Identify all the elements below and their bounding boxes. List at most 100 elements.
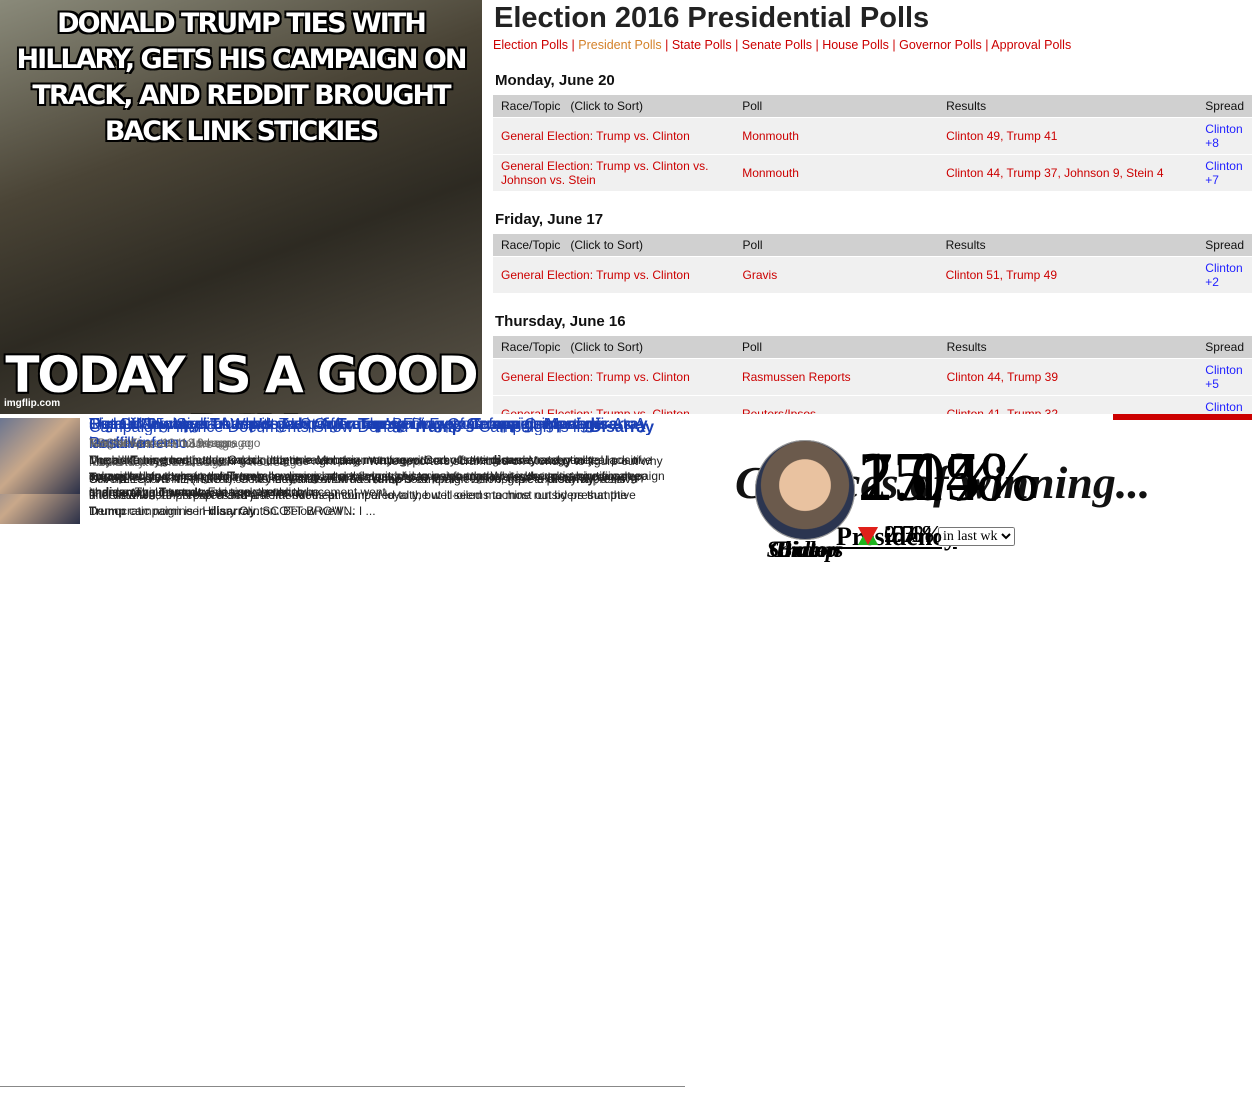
nav-link[interactable]: House Polls xyxy=(822,38,889,52)
text: Firing Of Campaign Manager As A Positive xyxy=(89,416,645,452)
cell[interactable]: Gravis xyxy=(734,256,938,293)
candidate-percent: 17.4% xyxy=(858,440,1039,516)
source: Mother Jones xyxy=(89,437,162,451)
cell[interactable]: General Election: Trump vs. Clinton vs. … xyxy=(493,154,735,191)
nav-link[interactable]: Senate Polls xyxy=(741,38,812,52)
bold-text: Trump's xyxy=(412,423,475,435)
column-header[interactable]: Race/Topic (Click to Sort) xyxy=(493,95,735,118)
cell[interactable]: Clinton +5 xyxy=(1197,358,1252,396)
news-source: Raw Story - 18 hours ago xyxy=(89,455,226,469)
day-heading: Monday, June 20 xyxy=(495,72,615,89)
column-header: Poll xyxy=(733,336,939,359)
time: 18 hours ago xyxy=(155,455,226,469)
column-header[interactable]: Race/Topic (Click to Sort) xyxy=(493,234,735,257)
text: godawful campaign has gone from dumpster… xyxy=(89,416,637,452)
news-snippet: Donald Trump has jettisoned his longtime… xyxy=(89,452,667,500)
candidate-name: Trump xyxy=(772,537,838,562)
news-title[interactable]: Here are 5 ways Trump's godawful campaig… xyxy=(89,415,667,453)
news-title[interactable]: The Lid: No Sign of What's Next After Tr… xyxy=(89,415,667,434)
text: Campaign Finance Documents Show Donald xyxy=(89,423,413,435)
nav-link[interactable]: Governor Polls xyxy=(899,38,982,52)
news-source: Ring of Fire - 19 hours ago xyxy=(89,436,232,450)
cell: Clinton 51, Trump 49 xyxy=(937,256,1198,293)
cell: Clinton 49, Trump 41 xyxy=(938,117,1198,155)
decoration xyxy=(1113,414,1252,420)
change-value: -5.6% xyxy=(884,522,942,548)
bold-text: Trump xyxy=(357,416,407,433)
nav-link[interactable]: State Polls xyxy=(671,38,732,52)
cell[interactable]: Clinton +8 xyxy=(1197,117,1252,155)
candidate-percent: 1.1% xyxy=(858,440,1004,516)
thumbnail[interactable] xyxy=(0,418,80,494)
candidate-percent: 2.0% xyxy=(858,440,1004,516)
header-row: Race/Topic (Click to Sort) Poll Results Spr… xyxy=(493,234,1252,257)
meme-top-text: DONALD TRUMP TIES WITH HILLARY, GETS HIS… xyxy=(16,8,468,147)
column-header: Poll xyxy=(734,95,939,118)
meme-image: DONALD TRUMP TIES WITH HILLARY, GETS HIS… xyxy=(0,0,482,414)
text: and general lack of organized structure … xyxy=(89,453,642,483)
change-value: -0.1% xyxy=(884,522,942,548)
news-body: Right-Wing Media Attempt To Spin Trump's… xyxy=(89,415,667,519)
nav-link[interactable]: Election Polls xyxy=(493,38,569,52)
polls-table: Race/Topic (Click to Sort) Poll Results Spr… xyxy=(493,234,1252,293)
day-heading: Thursday, June 16 xyxy=(495,313,626,330)
cell[interactable]: Clinton +2 xyxy=(1197,256,1252,293)
nav-link[interactable]: President Polls xyxy=(578,38,662,52)
period-select[interactable]: in last wk xyxy=(938,526,1015,546)
cell[interactable]: Monmouth xyxy=(734,117,939,155)
change: -0.1% xyxy=(858,522,942,549)
text: , as is understaffed, unprepared and jus… xyxy=(89,472,636,518)
cell: Clinton 44, Trump 39 xyxy=(938,358,1198,396)
news-title[interactable]: Donald Trump ditches his campaign manage… xyxy=(89,415,667,434)
time: 5 hours ago xyxy=(172,437,236,451)
text: Donald xyxy=(89,416,145,433)
news-source: Mother Jones - 5 hours ago xyxy=(89,437,236,451)
cell[interactable]: General Election: Trump vs. Clinton xyxy=(493,395,734,414)
column-header: Results xyxy=(938,95,1198,118)
news-title[interactable]: Out Of Nowhere: Lewandowski Given The Bo… xyxy=(89,415,667,434)
cell[interactable]: Clinton +9 xyxy=(1197,395,1252,414)
header-row: Race/Topic (Click to Sort) Poll Results Spr… xyxy=(493,336,1252,359)
bold-text: Trump xyxy=(144,416,194,433)
news-snippet: The announcement came smack dab on a Mon… xyxy=(89,452,667,500)
text: has jettisoned his longtime campaign man… xyxy=(89,453,648,499)
text: Here are 5 ways xyxy=(89,416,210,433)
bold-text: disarray xyxy=(489,453,537,467)
text: campaign, and this loss of campaign mana… xyxy=(89,469,631,499)
text: Maybe Corey Lewandowski got out at the r… xyxy=(89,454,663,468)
news-body: Out Of Nowhere: Lewandowski Given The Bo… xyxy=(89,415,667,500)
chances-panel: Chances of winning... Presidency Clinton… xyxy=(700,440,1252,1102)
candidate-name: Clinton xyxy=(769,537,841,562)
polls-panel: Election 2016 Presidential Polls Election… xyxy=(490,0,1252,414)
poll-row: General Election: Trump vs. Clinton Gravi… xyxy=(493,256,1252,293)
cell[interactable]: General Election: Trump vs. Clinton xyxy=(493,117,735,155)
change-value: 0.3% xyxy=(884,522,934,548)
cell[interactable]: General Election: Trump vs. Clinton xyxy=(493,256,735,293)
source: NBCNews.com xyxy=(89,436,171,450)
bold-text: disarray xyxy=(547,472,595,486)
bold-text: Trump's xyxy=(365,472,413,486)
cell[interactable]: Clinton +7 xyxy=(1197,154,1252,191)
text: . Lewandowski spoke publicly ... xyxy=(148,485,320,499)
news-title[interactable]: Campaign Finance Documents Show Donald T… xyxy=(89,423,667,435)
source: Raw Story xyxy=(89,455,145,469)
bold-text: Trump xyxy=(471,416,520,433)
text: The announcement came smack dab on a Mon… xyxy=(89,453,665,499)
bold-text: Trump's xyxy=(336,416,399,433)
column-header: Spread xyxy=(1197,234,1252,257)
polls-table: Race/Topic (Click to Sort) Poll Results Spr… xyxy=(493,95,1252,191)
candidate-percent: 75.5% xyxy=(858,440,1039,516)
time: 19 hours ago xyxy=(190,436,261,450)
text: Donald xyxy=(89,453,131,467)
column-header[interactable]: Race/Topic (Click to Sort) xyxy=(493,336,734,359)
cell[interactable]: Reuters/Ipsos xyxy=(733,395,939,414)
bold-text: Trump xyxy=(89,504,126,518)
text: Dumps Campaign Manager xyxy=(406,416,607,433)
cell[interactable]: General Election: Trump vs. Clinton xyxy=(493,358,734,396)
news-title[interactable]: Right-Wing Media Attempt To Spin Trump's… xyxy=(89,415,667,453)
cell[interactable]: Rasmussen Reports xyxy=(733,358,939,396)
cell[interactable]: Monmouth xyxy=(734,154,939,191)
text: campaign is in complete xyxy=(412,472,548,486)
nav-link[interactable]: Approval Polls xyxy=(991,38,1072,52)
